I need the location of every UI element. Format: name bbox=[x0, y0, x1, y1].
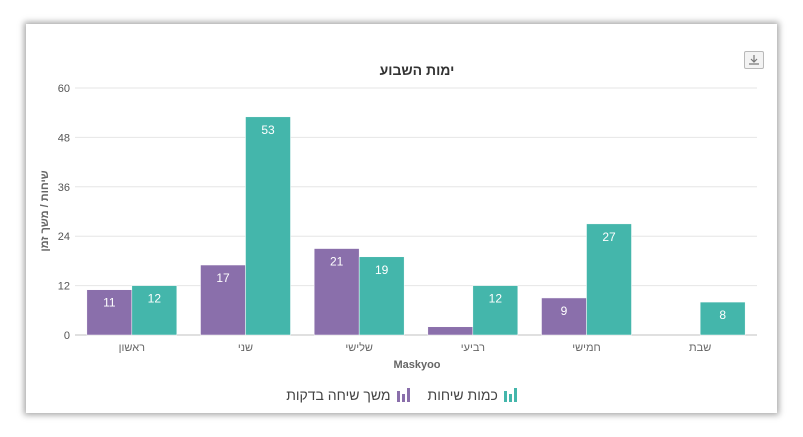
data-label: 27 bbox=[602, 230, 616, 244]
x-tick-label: שני bbox=[238, 342, 253, 354]
bar bbox=[358, 256, 405, 336]
bar bbox=[541, 297, 587, 336]
x-tick-label: שלישי bbox=[345, 341, 373, 354]
x-tick-label: שבת bbox=[689, 342, 711, 354]
x-tick-label: רביעי bbox=[461, 342, 485, 354]
bar bbox=[472, 285, 519, 336]
y-axis-ticks: 0 12 24 36 48 60 bbox=[58, 83, 70, 342]
legend-bar-1 bbox=[513, 388, 517, 402]
x-tick-label: חמישי bbox=[572, 342, 601, 354]
bar bbox=[86, 289, 133, 336]
bar-chart-icon bbox=[396, 388, 410, 402]
gridlines bbox=[75, 87, 757, 336]
y-tick-label: 36 bbox=[58, 182, 70, 194]
data-label: 19 bbox=[375, 263, 389, 277]
bars: 11 12 17 53 21 19 12 9 27 8 bbox=[86, 116, 746, 336]
y-tick-label: 48 bbox=[58, 132, 70, 144]
legend-bar-2 bbox=[401, 394, 405, 402]
y-axis-label: שיחות / משך זמן bbox=[39, 170, 51, 251]
bar bbox=[313, 248, 360, 336]
y-tick-label: 12 bbox=[58, 281, 70, 293]
x-tick-label: ראשון bbox=[119, 342, 145, 354]
data-label: 53 bbox=[261, 123, 275, 137]
bar bbox=[200, 264, 246, 336]
legend-bar-2 bbox=[508, 394, 512, 402]
bar bbox=[245, 116, 291, 336]
bar bbox=[427, 326, 474, 336]
y-tick-label: 24 bbox=[58, 231, 70, 243]
legend-item-duration[interactable]: משך שיחה בדקות bbox=[286, 387, 410, 403]
data-label: 9 bbox=[561, 304, 568, 318]
legend-bar-3 bbox=[503, 391, 507, 402]
data-label: 21 bbox=[330, 255, 344, 269]
data-label: 8 bbox=[719, 308, 726, 322]
chart-legend: כמות שיחות משך שיחה בדקות bbox=[0, 383, 803, 407]
data-label: 17 bbox=[216, 271, 230, 285]
legend-label: משך שיחה בדקות bbox=[286, 387, 391, 403]
x-axis-ticks: ראשון שני שלישי רביעי חמישי שבת bbox=[119, 341, 712, 354]
bar-chart-icon bbox=[503, 388, 517, 402]
data-label: 11 bbox=[103, 296, 116, 310]
legend-item-count[interactable]: כמות שיחות bbox=[428, 387, 517, 403]
export-button[interactable] bbox=[744, 51, 764, 69]
y-tick-label: 60 bbox=[58, 83, 70, 95]
legend-bar-3 bbox=[396, 391, 400, 402]
legend-label: כמות שיחות bbox=[427, 387, 498, 403]
bar bbox=[131, 285, 178, 336]
bar bbox=[586, 223, 632, 336]
legend-bar-1 bbox=[406, 388, 410, 402]
bar bbox=[699, 301, 746, 336]
y-tick-label: 0 bbox=[64, 330, 70, 342]
x-axis-label: Maskyoo bbox=[393, 359, 440, 371]
chart-title: ימות השבוע bbox=[380, 62, 455, 78]
data-label: 12 bbox=[148, 292, 162, 306]
data-label: 12 bbox=[489, 292, 503, 306]
chart-card bbox=[26, 24, 777, 413]
download-icon bbox=[749, 55, 759, 65]
